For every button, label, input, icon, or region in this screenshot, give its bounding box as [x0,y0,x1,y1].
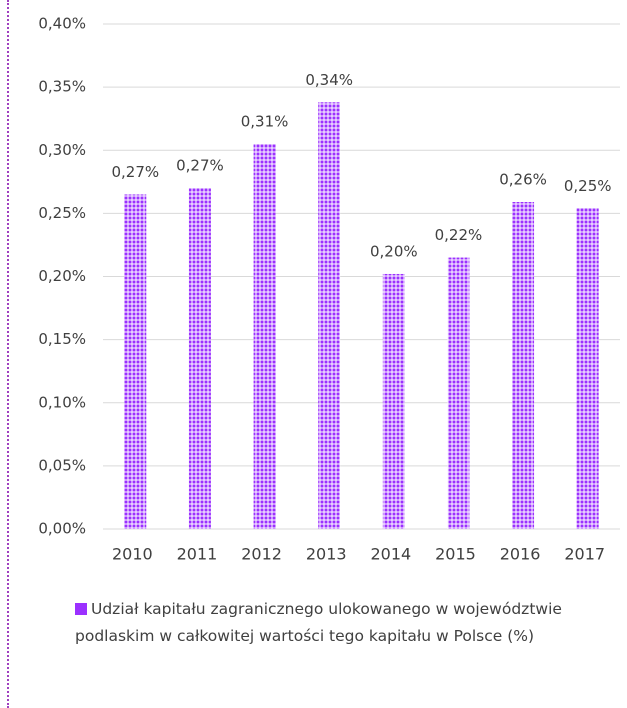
bar [253,143,276,529]
y-tick-label: 0,20% [38,267,86,285]
data-label: 0,20% [370,242,418,260]
bar [188,188,211,529]
y-tick-label: 0,05% [38,456,86,474]
x-tick-label: 2015 [435,545,476,564]
y-tick-label: 0,40% [38,15,86,33]
bar [318,102,341,530]
x-tick-label: 2013 [306,545,347,564]
data-label: 0,25% [564,177,612,195]
y-tick-label: 0,15% [38,330,86,348]
border [7,0,9,708]
chart: 0,00% 0,05% 0,10% 0,15% 0,20% 0,25% 0,30% 0,35%… [38,15,620,564]
data-label: 0,26% [499,171,547,189]
bar [382,273,405,529]
data-label: 0,27% [111,163,159,181]
data-label: 0,22% [435,226,483,244]
data-label: 0,31% [241,112,289,130]
x-tick-label: 2011 [177,545,218,564]
bar [447,257,470,529]
x-tick-label: 2014 [370,545,411,564]
data-label: 0,34% [305,71,353,89]
x-tick-label: 2010 [112,545,153,564]
y-tick-label: 0,25% [38,204,86,222]
bar [124,194,147,529]
data-label: 0,27% [176,157,224,175]
bar [512,202,535,529]
y-tick-label: 0,00% [38,520,86,538]
y-tick-label: 0,10% [38,393,86,411]
bar [576,208,599,529]
legend: Udział kapitału zagranicznego ulokowaneg… [75,596,595,650]
x-tick-label: 2017 [564,545,605,564]
y-tick-label: 0,35% [38,78,86,96]
y-tick-label: 0,30% [38,141,86,159]
legend-key [75,603,87,615]
x-tick-label: 2016 [500,545,541,564]
legend-label: Udział kapitału zagranicznego ulokowaneg… [75,600,562,645]
x-tick-label: 2012 [241,545,282,564]
